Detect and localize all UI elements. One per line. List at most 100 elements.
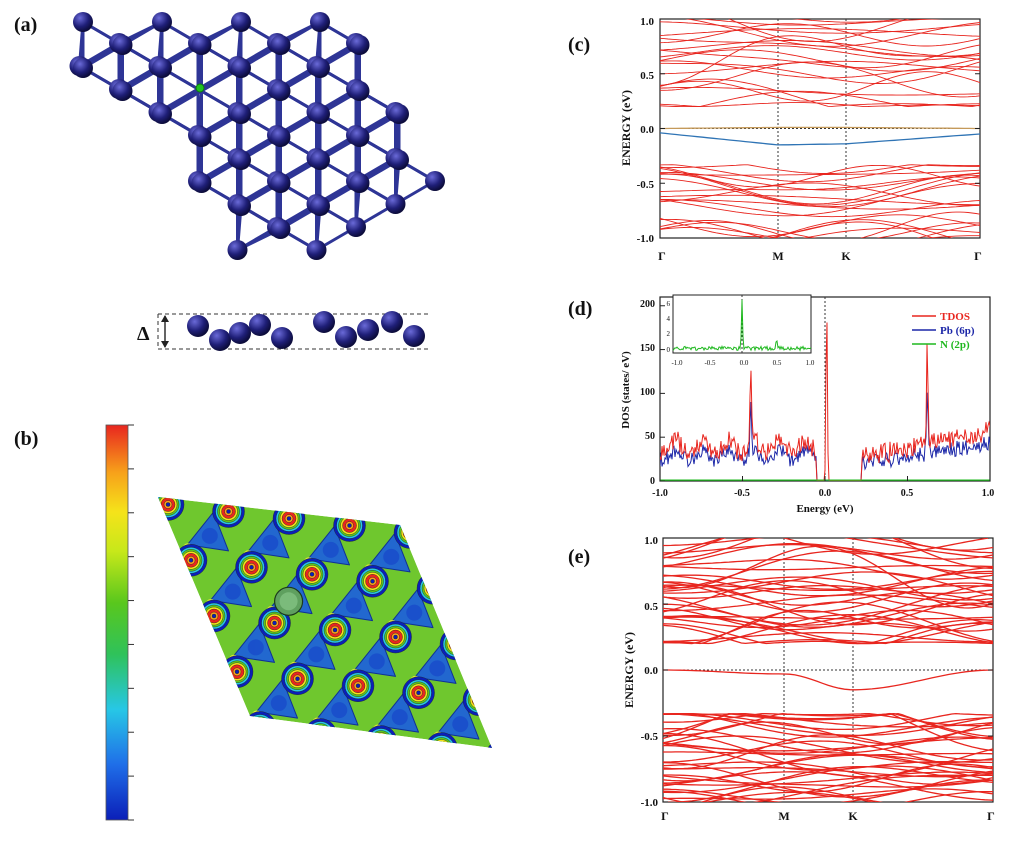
inset-n-2p-curve	[672, 299, 812, 352]
dos-inset-ticks: 6 4 2 0 -1.0 -0.5 0.0 0.5 1.0	[667, 300, 815, 367]
flat-band-upper	[660, 126, 980, 130]
density-low-region	[158, 560, 192, 601]
band-line	[663, 609, 993, 629]
density-mid-spot	[554, 745, 564, 755]
atom-contour	[490, 744, 492, 748]
density-mid-spot	[424, 571, 435, 582]
atom-contour	[311, 725, 330, 744]
lead-atom	[231, 150, 251, 170]
dos-xlabel: Energy (eV)	[796, 503, 853, 515]
side-atom	[271, 327, 293, 349]
atom-contour	[316, 730, 325, 739]
legend-pb: Pb (6p)	[940, 325, 975, 337]
side-atom	[313, 311, 335, 333]
atom-contour	[488, 742, 492, 748]
band-line	[663, 736, 993, 752]
band-line	[660, 23, 980, 47]
side-atom	[229, 322, 251, 344]
band-line	[660, 173, 980, 205]
band-line	[663, 775, 993, 788]
density-low-region	[521, 763, 562, 802]
charge-density-map	[158, 472, 635, 851]
density-low-region	[400, 749, 441, 788]
band-line	[663, 538, 993, 559]
density-mid-spot	[298, 822, 308, 832]
atom-contour	[371, 732, 391, 748]
band-line	[663, 538, 993, 569]
density-low-region	[284, 497, 327, 510]
density-low-core	[481, 507, 492, 524]
band-line	[772, 219, 954, 238]
band-line	[663, 735, 993, 764]
density-low-region	[428, 539, 471, 580]
dos-plot-d	[659, 294, 991, 482]
lattice-side-view	[157, 311, 428, 351]
band-e-xtick: Γ	[661, 809, 669, 823]
lead-atom	[227, 240, 248, 260]
atom-contour	[347, 523, 352, 528]
band-structure-e	[662, 537, 994, 803]
band-line	[660, 211, 980, 238]
band-c-ytick: 0.0	[640, 124, 654, 136]
band-line	[660, 194, 980, 206]
dos-xtick: 1.0	[982, 488, 995, 499]
lead-atom	[191, 127, 212, 147]
band-line	[663, 558, 993, 580]
density-low-core	[504, 563, 520, 579]
lead-atom	[270, 173, 291, 193]
density-low-core	[224, 583, 241, 600]
density-mid-spot	[462, 522, 473, 533]
density-low-core	[239, 479, 255, 495]
band-c-xticks: Γ M K Γ	[658, 249, 982, 263]
density-low-core	[377, 814, 393, 830]
band-e-xtick: M	[778, 809, 789, 823]
dos-xtick: 0.0	[819, 488, 832, 499]
density-low-core	[619, 842, 635, 851]
lead-atom	[425, 171, 445, 191]
density-low-region	[582, 770, 623, 809]
band-line	[663, 571, 993, 597]
density-low-core	[179, 472, 195, 488]
density-low-core	[299, 497, 316, 503]
density-low-region	[423, 805, 464, 844]
density-low-region	[363, 798, 404, 837]
lead-atom	[270, 127, 291, 147]
atom-contour	[295, 676, 300, 681]
side-atom	[187, 315, 209, 337]
band-line	[663, 713, 993, 737]
inset-xtick: -0.5	[704, 359, 716, 367]
atom-contour	[369, 730, 393, 748]
lead-atom	[191, 173, 212, 193]
atom-contour	[500, 754, 504, 758]
atom-contour	[234, 669, 240, 674]
density-low-core	[550, 674, 566, 690]
band-line	[660, 169, 980, 176]
density-low-region	[345, 497, 388, 517]
density-mid-spot	[159, 497, 170, 498]
atom-contour	[252, 720, 268, 735]
inset-ytick: 4	[667, 315, 671, 323]
side-atom	[357, 319, 379, 341]
defect-core	[279, 592, 298, 611]
dos-xticks: -1.0 -0.5 0.0 0.5 1.0	[652, 488, 994, 499]
band-line	[660, 176, 980, 192]
band-line	[663, 712, 993, 731]
density-low-region	[172, 616, 215, 656]
band-line	[660, 44, 980, 69]
density-mid-spot	[456, 787, 466, 797]
atom-contour	[400, 523, 420, 542]
lattice-bonds	[78, 20, 436, 252]
density-low-core	[475, 772, 491, 788]
dos-ytick: 100	[640, 387, 655, 398]
lead-atom	[112, 35, 133, 55]
lead-atom	[306, 240, 327, 260]
dos-ytick: 200	[640, 299, 655, 310]
density-low-core	[164, 576, 181, 593]
lead-atom	[112, 81, 133, 101]
density-low-region	[484, 812, 525, 851]
density-low-region	[339, 741, 382, 748]
band-near-fermi	[663, 669, 993, 691]
atom-contour	[498, 752, 506, 760]
density-mid-spot	[508, 634, 518, 644]
band-e-yticks: 1.0 0.5 0.0 -0.5 -1.0	[641, 535, 659, 809]
